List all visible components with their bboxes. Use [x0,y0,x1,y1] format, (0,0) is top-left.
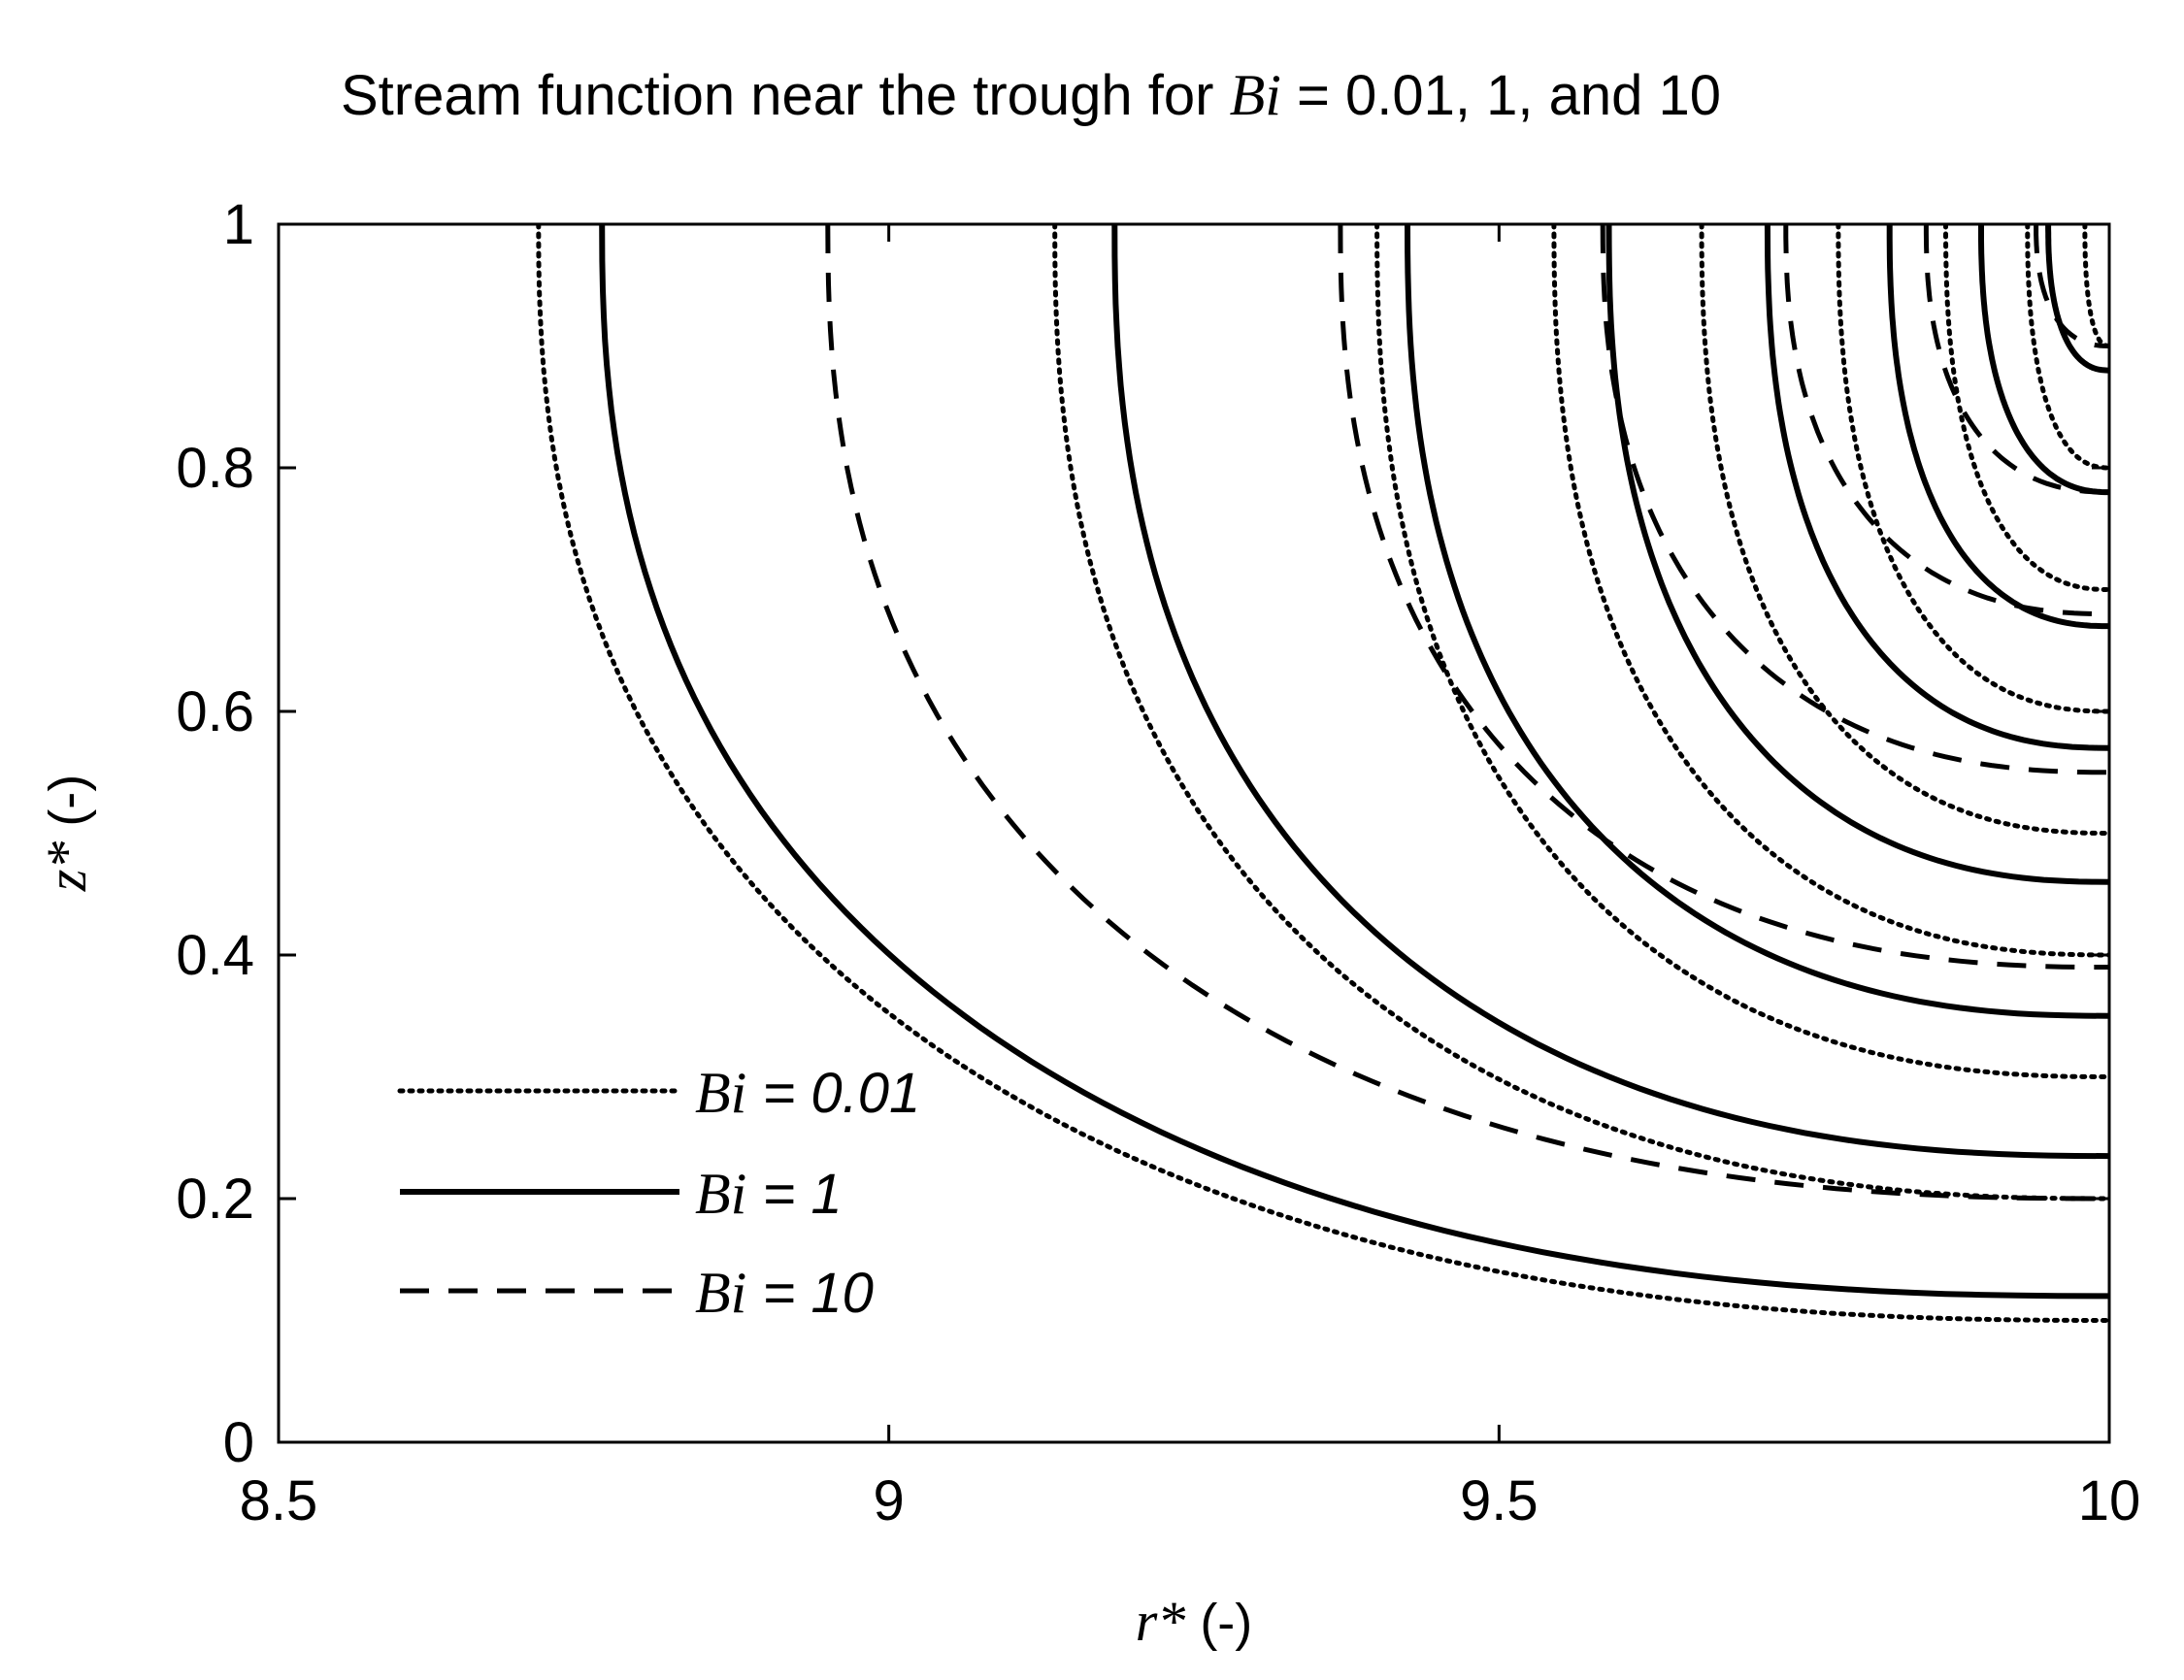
series-solid [599,224,2109,1300]
contour-line [825,224,2109,1202]
legend-item: Bi = 10 [400,1261,874,1325]
contour-line [2045,224,2109,374]
legend-label: Bi = 0.01 [695,1061,920,1125]
contour-line [1783,224,2109,617]
legend-label-value: = 0.01 [746,1062,920,1125]
series-dotted [536,224,2109,1323]
x-axis-ticks: 8.5 9 9.5 10 [240,224,2141,1532]
y-axis-label-symbol: z* [35,841,98,893]
chart-title-symbol: Bi [1230,63,1281,127]
contour-line [1338,224,2109,970]
contour-line [1374,224,2109,1079]
y-tick-label: 0.4 [176,924,254,987]
contour-line [536,224,2109,1323]
x-tick-label: 9.5 [1460,1469,1539,1532]
y-tick-label: 1 [223,193,254,256]
contour-line [1551,224,2109,958]
legend-item: Bi = 0.01 [397,1061,920,1125]
y-tick-label: 0.2 [176,1168,254,1231]
legend-label-value: = 1 [746,1163,842,1226]
contour-line [1600,224,2109,775]
contour-line [2082,224,2109,348]
x-tick-label: 9 [874,1469,905,1532]
legend-label-symbol: Bi [695,1162,746,1226]
series-dashed [825,224,2109,1202]
y-axis-label: z* (-) [35,774,98,893]
contour-line [2025,224,2109,471]
x-axis-label: r* (-) [1136,1590,1253,1653]
chart-title-prefix: Stream function near the trough for [341,64,1230,127]
x-axis-label-symbol: r* [1136,1590,1186,1653]
plot-area-frame [277,222,2111,1444]
contour-line [1111,224,2109,1160]
legend-label-symbol: Bi [695,1261,746,1325]
contour-line [1764,224,2109,751]
stream-function-curves [536,224,2109,1323]
legend-item: Bi = 1 [400,1162,843,1226]
contour-line [1923,224,2109,495]
contour-line [1836,224,2109,714]
x-tick-label: 10 [2078,1469,2141,1532]
chart-title-suffix: = 0.01, 1, and 10 [1281,64,1721,127]
contour-line [1405,224,2109,1019]
x-tick-label: 8.5 [240,1469,318,1532]
contour-line [1943,224,2109,592]
contour-line [1978,224,2109,496]
legend-label-symbol: Bi [695,1061,746,1125]
contour-line [599,224,2109,1300]
legend-label: Bi = 10 [695,1261,874,1325]
contour-line [1605,224,2109,885]
y-tick-label: 0.8 [176,437,254,500]
legend-label: Bi = 1 [695,1162,843,1226]
chart-title: Stream function near the trough for Bi =… [341,63,1721,127]
contour-line [1699,224,2109,836]
y-tick-label: 0.6 [176,680,254,743]
legend-label-value: = 10 [746,1262,874,1325]
y-axis-label-unit: (-) [39,774,97,841]
y-axis-ticks: 0 0.2 0.4 0.6 0.8 1 [176,193,2109,1474]
x-axis-label-unit: (-) [1185,1594,1252,1652]
contour-line [1052,224,2109,1202]
y-tick-label: 0 [223,1411,254,1474]
contour-line [1886,224,2109,630]
